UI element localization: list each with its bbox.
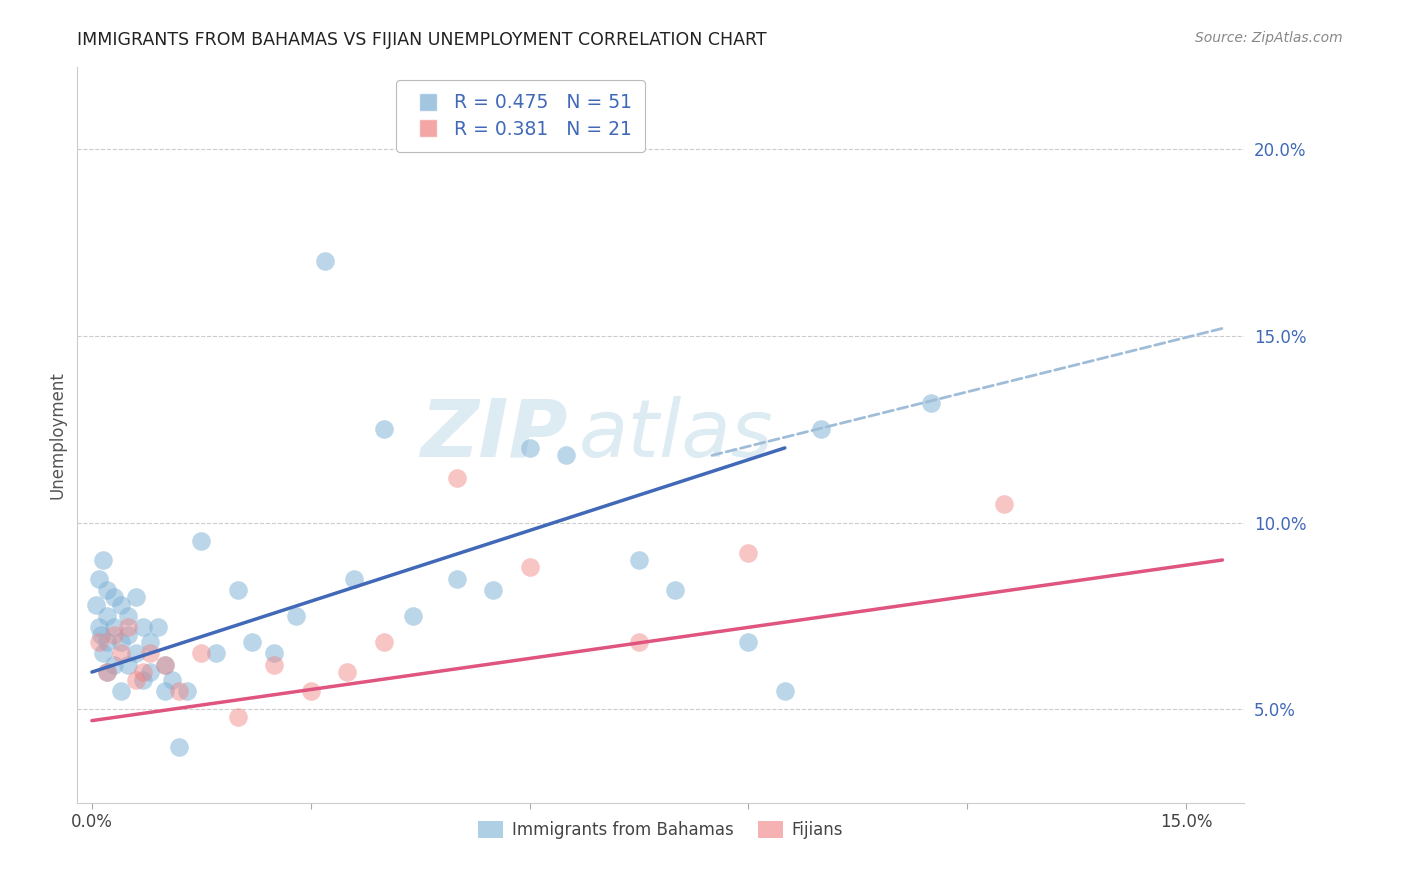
Point (664, 582, 686, 597)
Point (226, 710, 249, 724)
Point (402, 609, 425, 624)
Point (96, 665, 118, 679)
Point (110, 598, 132, 612)
Point (169, 739, 191, 754)
Point (89, 572, 111, 586)
Point (176, 683, 198, 698)
Point (96, 635, 118, 649)
Point (920, 396, 942, 410)
Point (96, 665, 118, 679)
Point (124, 673, 148, 687)
Point (153, 683, 176, 698)
Point (146, 620, 169, 634)
Point (103, 657, 125, 672)
Point (110, 683, 132, 698)
Point (737, 635, 759, 649)
Point (190, 534, 212, 549)
Text: IMMIGRANTS FROM BAHAMAS VS FIJIAN UNEMPLOYMENT CORRELATION CHART: IMMIGRANTS FROM BAHAMAS VS FIJIAN UNEMPL… (77, 31, 766, 49)
Point (139, 665, 162, 679)
Point (89, 620, 111, 634)
Point (737, 545, 759, 559)
Point (103, 628, 125, 642)
Point (139, 646, 162, 660)
Point (110, 635, 132, 649)
Point (153, 657, 176, 672)
Text: Source: ZipAtlas.com: Source: ZipAtlas.com (1195, 31, 1343, 45)
Point (373, 635, 395, 649)
Point (205, 646, 228, 660)
Point (446, 572, 468, 586)
Point (314, 254, 336, 268)
Point (482, 582, 505, 597)
Point (84, 598, 107, 612)
Point (89, 635, 111, 649)
Point (555, 449, 578, 463)
Point (96, 582, 118, 597)
Text: atlas: atlas (579, 396, 773, 474)
Point (519, 560, 541, 574)
Point (124, 591, 148, 605)
Point (110, 646, 132, 660)
Point (169, 683, 191, 698)
Point (160, 673, 183, 687)
Point (139, 635, 162, 649)
Point (91, 553, 114, 567)
Point (226, 582, 249, 597)
Point (132, 620, 155, 634)
Point (96, 609, 118, 624)
Point (117, 609, 139, 624)
Point (336, 665, 359, 679)
Point (299, 683, 322, 698)
Point (519, 441, 541, 455)
Point (190, 646, 212, 660)
Point (242, 635, 264, 649)
Point (103, 620, 125, 634)
Point (117, 657, 139, 672)
Point (124, 646, 148, 660)
Point (773, 683, 796, 698)
Point (103, 591, 125, 605)
Point (117, 620, 139, 634)
Y-axis label: Unemployment: Unemployment (48, 371, 66, 499)
Point (132, 673, 155, 687)
Point (627, 553, 650, 567)
Point (627, 635, 650, 649)
Point (373, 422, 395, 436)
Point (446, 471, 468, 485)
Point (90, 628, 112, 642)
Point (153, 657, 176, 672)
Point (993, 497, 1015, 511)
Point (810, 422, 832, 436)
Point (343, 572, 366, 586)
Text: ZIP: ZIP (420, 396, 568, 474)
Point (117, 628, 139, 642)
Point (263, 657, 285, 672)
Point (263, 646, 285, 660)
Point (91, 646, 114, 660)
Point (285, 609, 308, 624)
Legend: Immigrants from Bahamas, Fijians: Immigrants from Bahamas, Fijians (471, 814, 851, 846)
Point (132, 665, 155, 679)
